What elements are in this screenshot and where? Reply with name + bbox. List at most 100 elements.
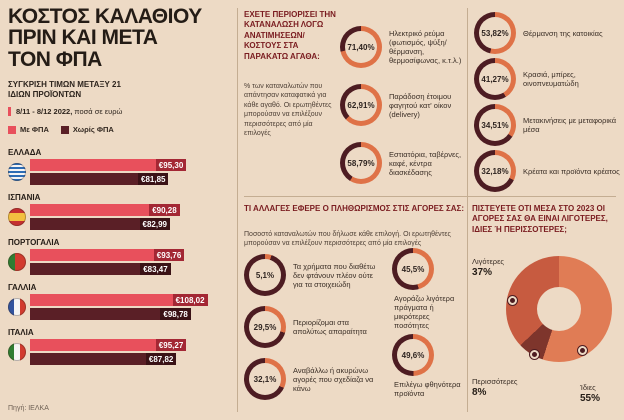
donut-chart: 29,5% (244, 306, 286, 348)
bar-value-with-vat: €90,28 (149, 204, 180, 217)
legend: Με ΦΠΑ Χωρίς ΦΠΑ (8, 125, 234, 134)
donut-label: Επιλέγω φθηνότερα προϊόντα (394, 380, 461, 398)
unit-note: ποσά σε ευρώ (74, 107, 123, 117)
marker-idies-icon (578, 346, 587, 355)
section-title: ΤΙ ΑΛΛΑΓΕΣ ΕΦΕΡΕ Ο ΠΛΗΘΩΡΙΣΜΟΣ ΣΤΙΣ ΑΓΟΡ… (244, 204, 464, 213)
marker-perissoteres-icon (530, 350, 539, 359)
country-bars: €90,28 €82,99 (8, 204, 234, 231)
country-row-greece: ΕΛΛΑΔΑ €95,30 €81,85 (8, 148, 234, 186)
divider-right (467, 8, 468, 412)
donut-percent: 32,18% (481, 166, 509, 176)
legend-label: Χωρίς ΦΠΑ (72, 125, 114, 135)
bar-value-without-vat: €87,82 (145, 353, 177, 366)
donut-chart: 45,5% (392, 248, 434, 290)
outlook-section: ΠΙΣΤΕΥΕΤΕ ΟΤΙ ΜΕΣΑ ΣΤΟ 2023 ΟΙ ΑΓΟΡΕΣ ΣΑ… (472, 196, 622, 420)
segment-percent: 8% (472, 386, 487, 398)
bar-fill-with-vat (30, 204, 150, 217)
donut-chart: 41,27% (474, 58, 516, 100)
donut-chart: 71,40% (340, 26, 382, 68)
basket-cost-section: ΚΟΣΤΟΣ ΚΑΛΑΘΙΟΥ ΠΡΙΝ ΚΑΙ ΜΕΤΑ ΤΟΝ ΦΠΑ ΣΥ… (8, 6, 234, 414)
bar-without-vat: €82,99 (30, 218, 180, 231)
donut-label: Κρέατα και προϊόντα κρέατος (523, 166, 620, 176)
donut-chart: 58,79% (340, 142, 382, 184)
consumption-item: 58,79% Εστιατόρια, ταβέρνες, καφέ, κέντρ… (340, 142, 466, 184)
inflation-item: 32,1% Αναβάλλω ή ακυρώνω αγορές που σχεδ… (244, 358, 384, 400)
donut-percent: 71,40% (347, 42, 375, 52)
donut-percent: 58,79% (347, 158, 375, 168)
segment-name: Περισσότερες (472, 377, 518, 386)
consumption-item: 71,40% Ηλεκτρικό ρεύμα (φωτισμός, ψύξη/θ… (340, 26, 466, 68)
subtitle: ΣΥΓΚΡΙΣΗ ΤΙΜΩΝ ΜΕΤΑΞΥ 21 ΙΔΙΩΝ ΠΡΟΪΟΝΤΩΝ (8, 80, 121, 100)
inflation-item: 5,1% Τα χρήματα που διαθέτω δεν φτάνουν … (244, 254, 384, 296)
bars: €90,28 €82,99 (30, 204, 180, 231)
bar-value-without-vat: €82,99 (139, 218, 170, 231)
country-name: ΓΑΛΛΙΑ (8, 283, 37, 293)
bar-value-with-vat: €108,02 (172, 294, 208, 307)
bar-without-vat: €98,78 (30, 308, 208, 321)
donut-chart: 53,82% (474, 12, 516, 54)
country-bars: €95,30 €81,85 (8, 159, 234, 186)
segment-percent: 37% (472, 266, 493, 278)
segment-label-perissoteres: Περισσότερες 8% (472, 377, 518, 398)
donut-label: Μετακινήσεις με μεταφορικά μέσα (523, 116, 617, 134)
donut-label: Τα χρήματα που διαθέτω δεν φτάνουν πλέον… (293, 261, 376, 289)
bars: €95,27 €87,82 (30, 339, 187, 366)
country-name: ΕΛΛΑΔΑ (8, 148, 42, 158)
country-bars: €108,02 €98,78 (8, 294, 234, 321)
donut-chart: 5,1% (244, 254, 286, 296)
bar-fill-without-vat (30, 308, 161, 321)
bars: €95,30 €81,85 (30, 159, 187, 186)
bar-without-vat: €81,85 (30, 173, 186, 186)
donut-label: Θέρμανση της κατοικίας (523, 28, 603, 38)
consumption-item: 41,27% Κρασιά, μπίρες, οινοπνευματώδη (474, 58, 620, 100)
segment-label-idies: Ίδιες 55% (580, 383, 600, 404)
segment-name: Ίδιες (580, 383, 596, 392)
donut-percent: 5,1% (255, 270, 275, 280)
donut-percent: 41,27% (481, 74, 509, 84)
donut-percent: 45,5% (401, 264, 425, 274)
bar-fill-with-vat (30, 339, 156, 352)
consumption-section-continued: 53,82% Θέρμανση της κατοικίας 41,27% Κρα… (472, 0, 622, 196)
donut-percent: 34,51% (481, 120, 509, 130)
bars: €93,76 €83,47 (30, 249, 185, 276)
country-row-italy: ΙΤΑΛΙΑ €95,27 €87,82 (8, 328, 234, 366)
greece-flag-icon (8, 163, 26, 182)
consumption-item: 53,82% Θέρμανση της κατοικίας (474, 12, 620, 54)
bar-fill-with-vat (30, 294, 173, 307)
country-name: ΠΟΡΤΟΓΑΛΙΑ (8, 238, 60, 248)
outlook-donut-ring (506, 256, 612, 362)
country-bars: €93,76 €83,47 (8, 249, 234, 276)
source-note: Πηγή: ΙΕΛΚΑ (8, 405, 49, 412)
legend-item-without-vat: Χωρίς ΦΠΑ (60, 125, 114, 135)
donut-label: Κρασιά, μπίρες, οινοπνευματώδη (523, 70, 579, 88)
consumption-section: ΕΧΕΤΕ ΠΕΡΙΟΡΙΣΕΙ ΤΗΝ ΚΑΤΑΝΑΛΩΣΗ ΛΟΓΩ ΑΝΑ… (244, 0, 466, 196)
consumption-item: 34,51% Μετακινήσεις με μεταφορικά μέσα (474, 104, 620, 146)
section-note: Ποσοστό καταναλωτών που δήλωσε κάθε επιλ… (244, 231, 451, 248)
donut-chart: 32,18% (474, 150, 516, 192)
donut-chart: 49,6% (392, 334, 434, 376)
bar-with-vat: €108,02 (30, 294, 208, 307)
bar-value-without-vat: €81,85 (138, 173, 169, 186)
without-vat-swatch (60, 125, 69, 134)
bar-value-with-vat: €93,76 (153, 249, 185, 262)
legend-item-with-vat: Με ΦΠΑ (8, 125, 49, 134)
bar-fill-without-vat (30, 173, 138, 186)
segment-label-ligoteres: Λιγότερες 37% (472, 257, 504, 278)
bar-fill-without-vat (30, 353, 146, 366)
bar-without-vat: €83,47 (30, 263, 184, 276)
spain-flag-icon (8, 208, 26, 227)
date-note: 8/11 - 8/12 2022, ποσά σε ευρώ (8, 107, 234, 117)
bar-without-vat: €87,82 (30, 353, 186, 366)
country-name: ΙΣΠΑΝΙΑ (8, 193, 41, 203)
divider-middle (244, 196, 616, 197)
bar-fill-with-vat (30, 159, 156, 172)
legend-label: Με ΦΠΑ (20, 125, 49, 135)
section-title: ΠΙΣΤΕΥΕΤΕ ΟΤΙ ΜΕΣΑ ΣΤΟ 2023 ΟΙ ΑΓΟΡΕΣ ΣΑ… (472, 204, 608, 234)
donut-label: Ηλεκτρικό ρεύμα (φωτισμός, ψύξη/θέρμανση… (389, 29, 462, 65)
marker-ligoteres-icon (508, 296, 517, 305)
country-row-france: ΓΑΛΛΙΑ €108,02 €98,78 (8, 283, 234, 321)
donut-label: Εστιατόρια, ταβέρνες, καφέ, κέντρα διασκ… (389, 149, 462, 177)
donut-chart: 34,51% (474, 104, 516, 146)
inflation-item: 29,5% Περιορίζομαι στα απολύτως απαραίτη… (244, 306, 384, 348)
